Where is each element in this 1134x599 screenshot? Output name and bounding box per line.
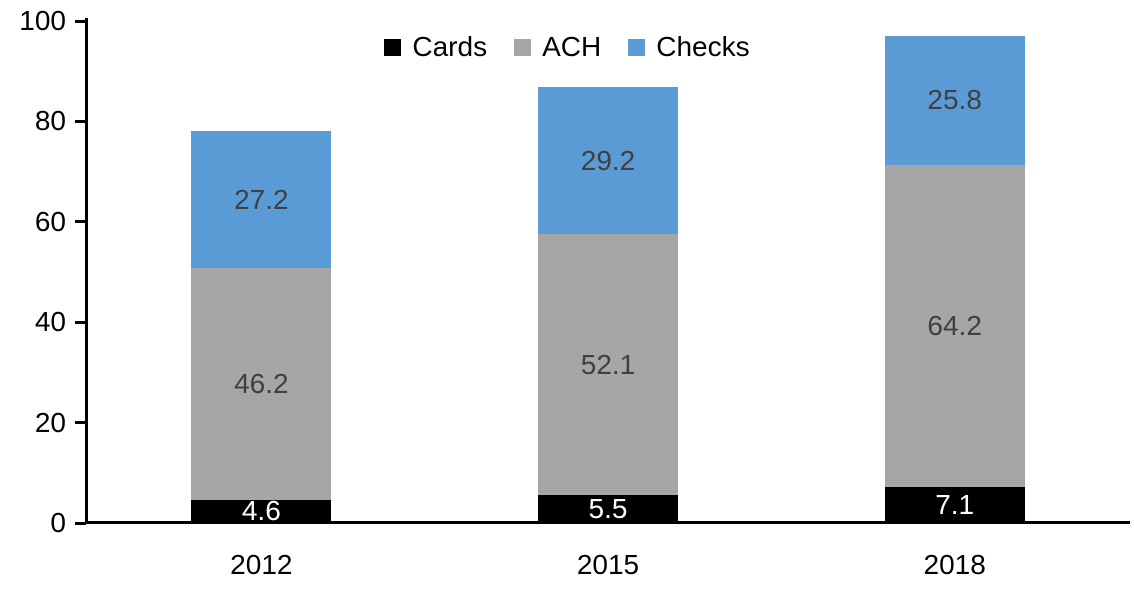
bar-segment-checks-2012: 27.2 (191, 131, 332, 268)
y-axis-tick (75, 19, 86, 23)
legend-item-cards: Cards (384, 31, 487, 63)
segment-value-label: 29.2 (580, 144, 636, 176)
y-axis-tick (75, 119, 86, 123)
segment-value-label: 7.1 (935, 489, 975, 521)
legend-label-cards: Cards (412, 31, 488, 62)
segment-value-label: 27.2 (234, 183, 289, 215)
bar-segment-checks-2015: 29.2 (538, 87, 678, 234)
legend-item-checks: Checks (628, 31, 750, 63)
x-axis-category-label: 2012 (230, 549, 293, 580)
legend-swatch-ach-icon (514, 38, 532, 56)
y-axis-tick-label: 80 (34, 105, 66, 137)
legend-swatch-cards-icon (384, 38, 402, 56)
bar-2012: 4.6 46.2 27.2 (191, 131, 332, 527)
legend-label-ach: ACH (542, 31, 602, 62)
y-axis-tick (75, 220, 86, 224)
chart-legend: Cards ACH Checks (0, 31, 1134, 63)
x-axis-category-label: 2015 (576, 549, 640, 580)
segment-value-label: 64.2 (927, 310, 982, 342)
legend-label-checks: Checks (656, 31, 750, 62)
y-axis-tick-label: 40 (34, 306, 66, 338)
y-axis-tick (75, 521, 86, 525)
bar-segment-cards-2018: 7.1 (884, 487, 1025, 523)
bar-segment-cards-2012: 4.6 (191, 495, 332, 527)
y-axis-tick-label: 60 (34, 205, 66, 237)
y-axis-tick-label: 20 (34, 406, 66, 438)
segment-value-label: 46.2 (234, 367, 289, 399)
y-axis-tick-label: 0 (50, 507, 66, 538)
bar-segment-ach-2018: 64.2 (884, 165, 1025, 488)
bar-segment-cards-2015: 5.5 (538, 495, 678, 523)
segment-value-label: 25.8 (927, 84, 982, 116)
y-axis-line (85, 18, 88, 524)
bar-2018: 7.1 64.2 25.8 (884, 35, 1025, 523)
legend-item-ach: ACH (514, 31, 601, 63)
y-axis-tick-label: 100 (19, 5, 66, 36)
legend-swatch-checks-icon (628, 38, 646, 56)
x-axis-category-label: 2018 (923, 549, 986, 580)
y-axis-tick (75, 421, 86, 425)
segment-value-label: 4.6 (241, 495, 281, 527)
bar-2015: 5.5 52.1 29.2 (538, 87, 678, 523)
segment-value-label: 5.5 (588, 493, 628, 525)
y-axis-tick (75, 320, 86, 324)
segment-value-label: 52.1 (580, 348, 636, 380)
bar-segment-ach-2012: 46.2 (191, 268, 332, 500)
bar-segment-checks-2018: 25.8 (884, 35, 1025, 166)
bar-segment-ach-2015: 52.1 (538, 233, 678, 496)
